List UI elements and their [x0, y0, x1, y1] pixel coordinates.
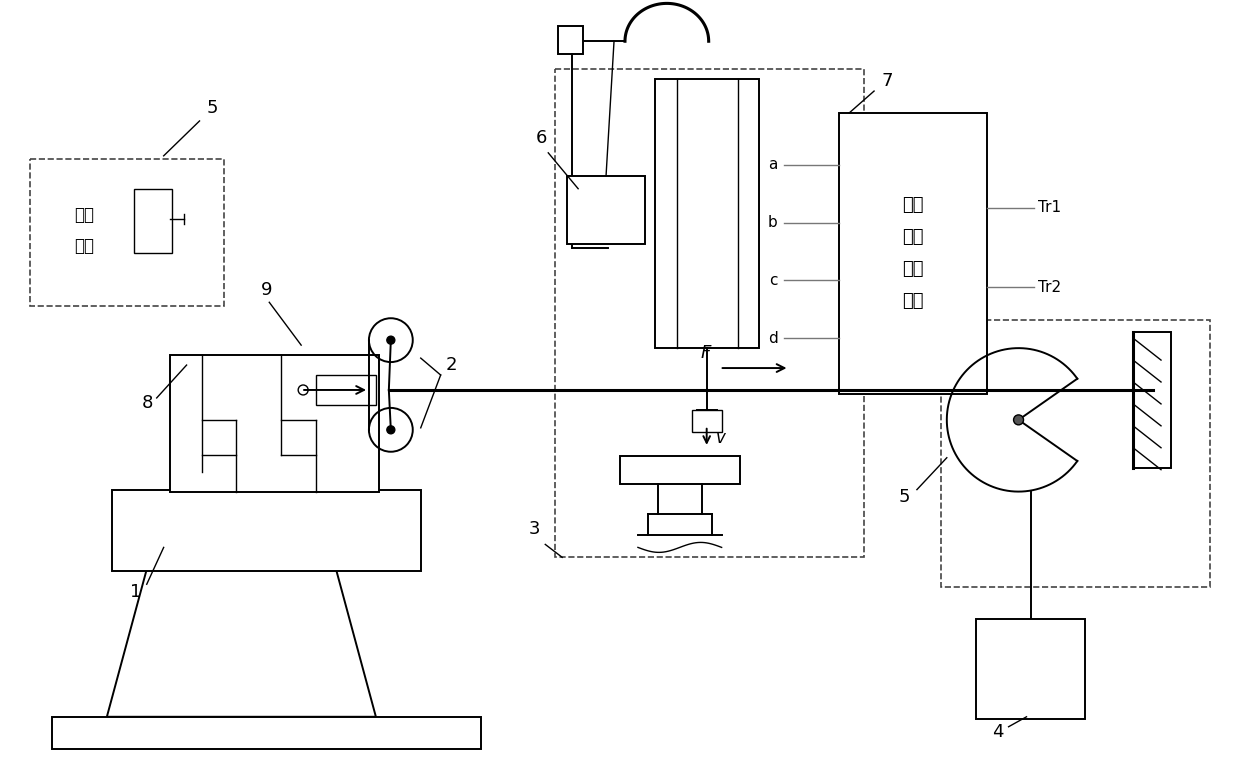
Bar [52, 717, 481, 749]
Text: 5: 5 [899, 487, 910, 506]
Text: 4: 4 [992, 723, 1003, 741]
Bar [839, 113, 987, 394]
Text: a: a [768, 157, 777, 173]
Text: 5: 5 [207, 99, 218, 117]
Text: Tr2: Tr2 [1038, 280, 1061, 295]
Text: 2: 2 [445, 356, 458, 374]
Bar [655, 79, 759, 348]
Bar [620, 456, 739, 484]
Text: 7: 7 [882, 72, 893, 90]
Circle shape [1013, 415, 1023, 425]
Bar [316, 375, 376, 405]
Text: 固定
支杆: 固定 支杆 [74, 206, 94, 255]
Text: d: d [768, 331, 777, 345]
Bar [556, 69, 864, 558]
Bar [692, 410, 722, 432]
Circle shape [387, 336, 394, 344]
Text: 9: 9 [262, 281, 273, 299]
Bar [976, 619, 1085, 719]
Text: c: c [769, 273, 777, 288]
Text: 6: 6 [536, 129, 547, 147]
Text: 3: 3 [528, 520, 539, 539]
Bar [30, 159, 224, 306]
Bar [170, 355, 379, 491]
Text: $F$: $F$ [699, 344, 712, 362]
Text: b: b [768, 215, 777, 230]
Bar [941, 320, 1210, 588]
Circle shape [387, 426, 394, 434]
Text: $v$: $v$ [714, 429, 727, 447]
Bar [134, 189, 171, 254]
Bar [567, 176, 645, 244]
Text: 1: 1 [130, 583, 141, 601]
Text: 阶跃
边沿
检测
电路: 阶跃 边沿 检测 电路 [903, 196, 924, 310]
Bar [1133, 332, 1171, 468]
Bar [112, 490, 420, 571]
Text: 8: 8 [141, 394, 153, 412]
Bar [558, 26, 583, 54]
Text: Tr1: Tr1 [1038, 200, 1061, 215]
